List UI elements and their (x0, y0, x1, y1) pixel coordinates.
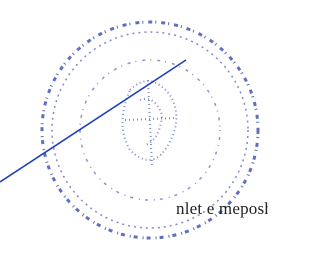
text-line: nlet e meposhtme per (176, 199, 268, 219)
stamp-emblem (123, 80, 177, 165)
stamp-text-ring (80, 60, 220, 200)
document-page: nlet e meposhtme per (0, 0, 268, 274)
signature-stroke (0, 60, 186, 182)
stamp-layer (0, 0, 268, 274)
